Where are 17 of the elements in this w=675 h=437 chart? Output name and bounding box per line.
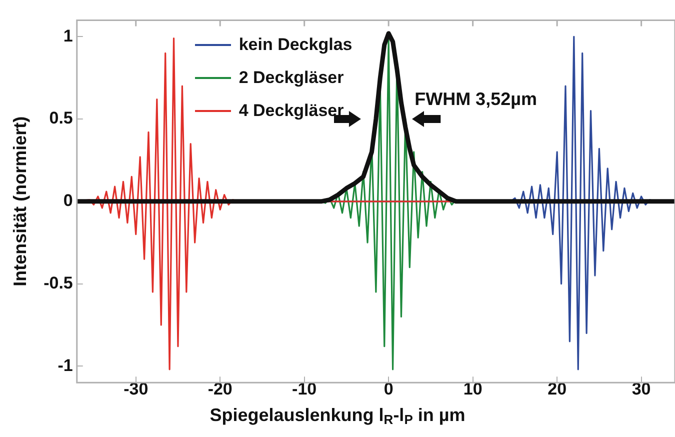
- legend-label: kein Deckglas: [238, 34, 352, 55]
- y-tick-label: 0.5: [49, 108, 73, 128]
- x-tick-label: -30: [124, 379, 148, 398]
- x-tick-label: -20: [208, 379, 232, 398]
- x-axis-title: Spiegelauslenkung l$_{R}$-l$_{P}$ in µm: [208, 404, 466, 427]
- y-tick-label: 1: [63, 26, 73, 46]
- y-axis-title: Intensität (normiert): [10, 116, 30, 286]
- y-tick-label: 0: [63, 191, 73, 210]
- y-tick-label: -1: [58, 356, 73, 375]
- annotation: FWHM 3,52µm: [414, 89, 537, 110]
- x-tick-label: 10: [463, 379, 482, 398]
- legend-label: 2 Deckgläser: [238, 68, 344, 88]
- x-tick-label: 20: [548, 379, 567, 398]
- y-tick-label: -0.5: [44, 273, 73, 292]
- x-tick-label: 0: [384, 379, 394, 398]
- x-tick-label: 30: [632, 379, 651, 398]
- x-tick-label: -10: [292, 379, 317, 398]
